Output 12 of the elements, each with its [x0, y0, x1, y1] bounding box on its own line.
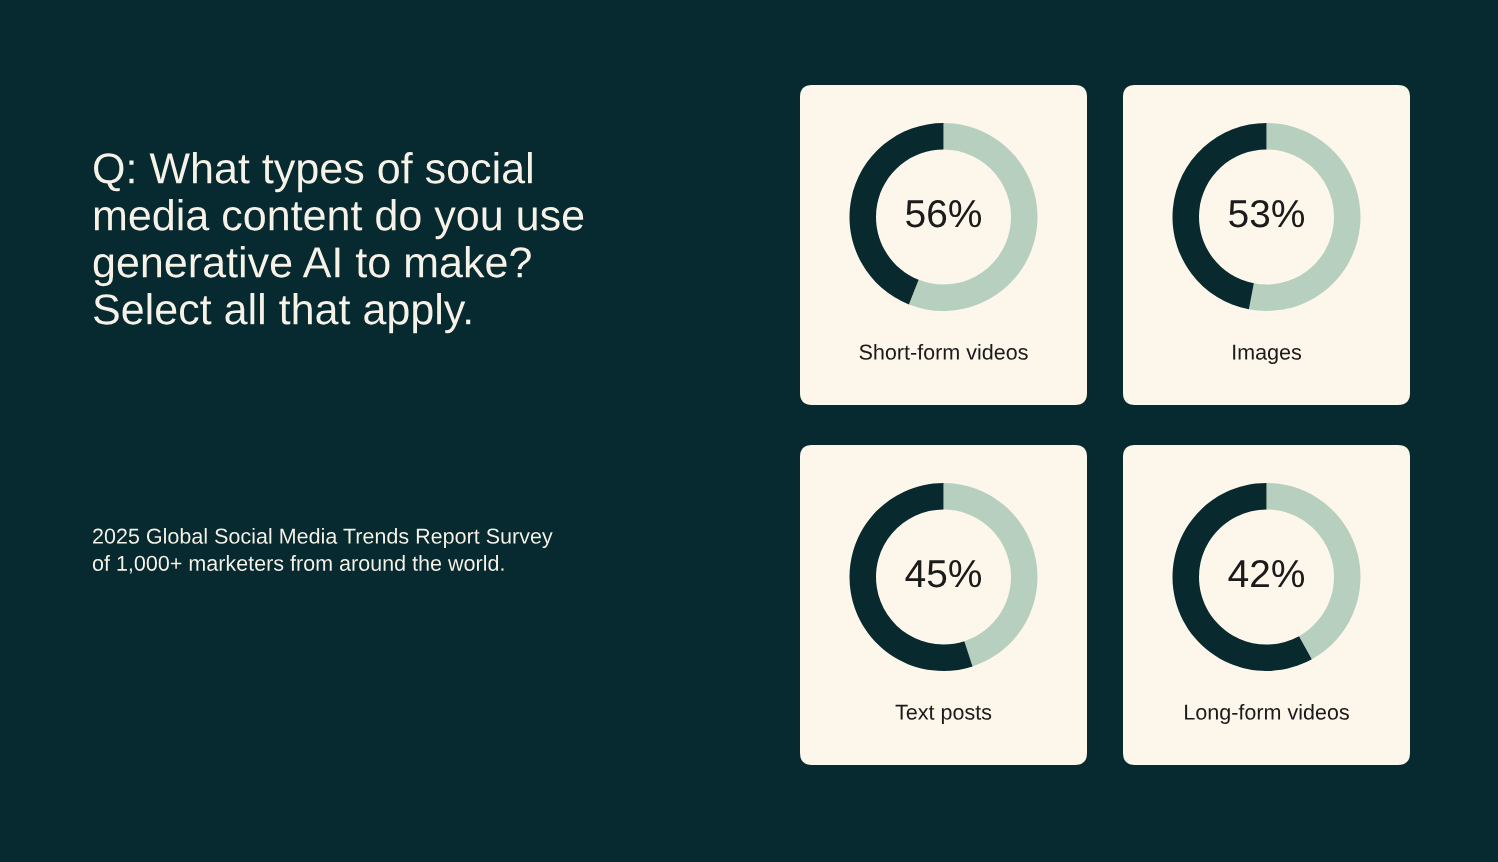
donut-slice [908, 123, 1038, 311]
data-label: 56% [906, 199, 982, 228]
text: Short-form videos [859, 343, 1028, 360]
donut-slice [1172, 483, 1312, 671]
text: 2025 Global Social Media Trends Report Survey of 1,000+ marketers from around the world. [92, 528, 553, 574]
text: Long-form videos [1185, 703, 1349, 725]
text: Images [1233, 344, 1302, 365]
text: Q: What types of social media content do you use generative AI to make? Select all that apply. [93, 152, 584, 334]
data-label: 42% [1228, 559, 1305, 588]
data-label: 45% [905, 560, 982, 588]
text: Text posts [895, 704, 992, 725]
data-label: 53% [1229, 199, 1305, 228]
